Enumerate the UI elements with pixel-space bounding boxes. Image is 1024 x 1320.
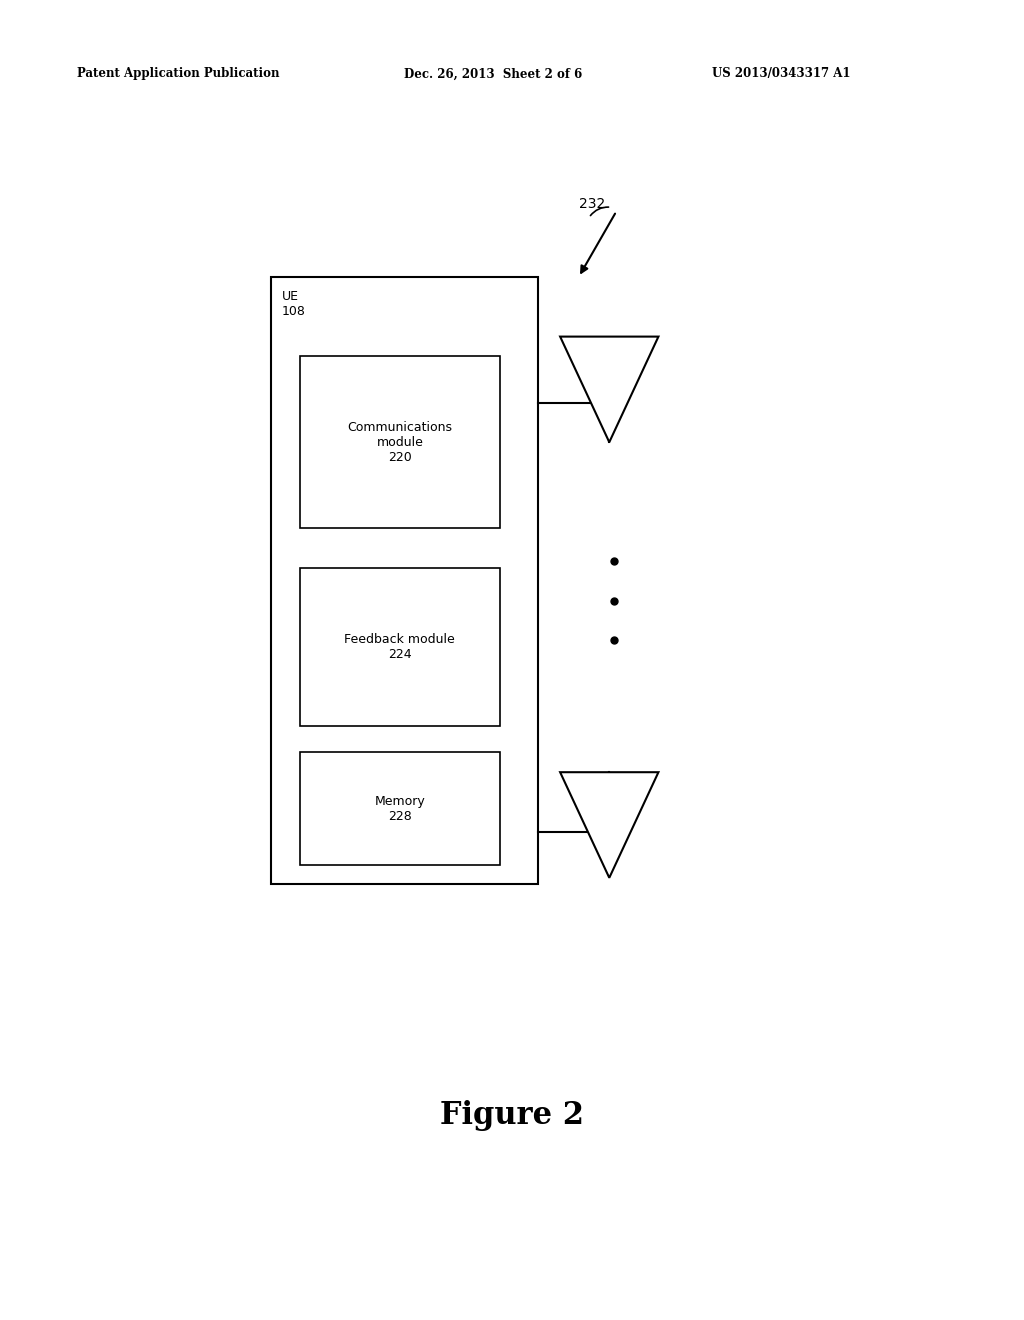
Text: Memory
228: Memory 228 xyxy=(375,795,425,822)
Polygon shape xyxy=(560,772,658,878)
Bar xyxy=(271,277,538,884)
Bar xyxy=(300,568,500,726)
Text: Feedback module
224: Feedback module 224 xyxy=(344,632,456,661)
Text: UE
108: UE 108 xyxy=(282,290,305,318)
Text: 232: 232 xyxy=(579,197,605,211)
Polygon shape xyxy=(560,337,658,442)
Text: Patent Application Publication: Patent Application Publication xyxy=(77,67,280,81)
Bar xyxy=(300,356,500,528)
Text: Communications
module
220: Communications module 220 xyxy=(347,421,453,463)
Text: US 2013/0343317 A1: US 2013/0343317 A1 xyxy=(712,67,850,81)
Text: Dec. 26, 2013  Sheet 2 of 6: Dec. 26, 2013 Sheet 2 of 6 xyxy=(404,67,583,81)
Text: Figure 2: Figure 2 xyxy=(440,1100,584,1131)
Bar xyxy=(300,752,500,865)
